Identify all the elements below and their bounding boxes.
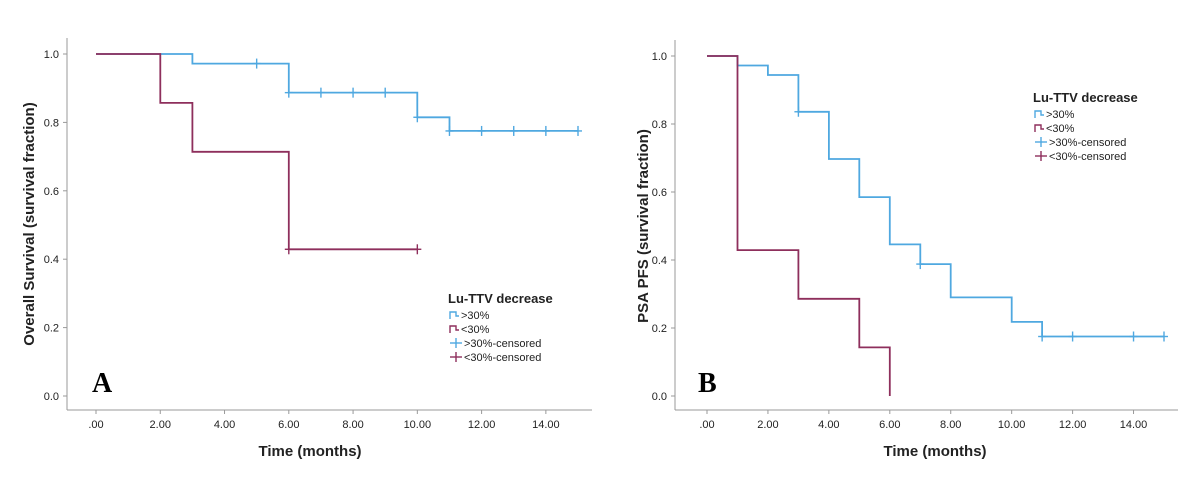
y-tick-label: 0.4	[44, 254, 59, 266]
legend-step-icon	[449, 311, 459, 319]
series-line	[96, 53, 578, 132]
censored-mark	[574, 125, 582, 136]
censored-mark	[413, 244, 422, 255]
legend-step-icon	[1034, 110, 1044, 118]
x-tick-label: 4.00	[214, 419, 235, 431]
y-tick-label: 0.8	[652, 119, 667, 131]
y-tick-label: 0.0	[652, 391, 667, 403]
x-axis-title: Time (months)	[883, 443, 986, 460]
y-tick-label: 0.0	[44, 391, 59, 403]
series-line	[707, 55, 1164, 338]
x-tick-label: 12.00	[468, 419, 496, 431]
legend-item: <30%-censored	[450, 352, 541, 364]
legend-item-label: <30%	[461, 324, 490, 336]
censored-mark	[445, 125, 454, 136]
legend-item: >30%-censored	[450, 338, 541, 350]
x-tick-label: 12.00	[1059, 419, 1087, 431]
legend-item: >30%-censored	[1035, 137, 1126, 149]
legend-item: <30%	[449, 324, 490, 336]
legend-title: Lu-TTV decrease	[448, 291, 553, 306]
legend-item: <30%-censored	[1035, 151, 1126, 163]
censored-mark	[252, 58, 261, 69]
censored-mark	[477, 125, 486, 136]
legend-item-label: <30%	[1046, 123, 1075, 135]
legend-item: >30%	[1034, 109, 1075, 121]
censored-mark	[349, 87, 358, 98]
chart-panel-b: .00 2.00 4.00 6.00 8.00 10.00 12.00 14.00 0.0 0.…	[635, 40, 1178, 460]
censored-mark	[284, 87, 293, 98]
chart-panel-a: .00 2.00 4.00 6.00 8.00 10.00 12.00 14.00 0.0 0.…	[21, 38, 592, 460]
x-tick-label: 8.00	[342, 419, 363, 431]
x-tick-label: 6.00	[278, 419, 299, 431]
censored-mark	[413, 112, 422, 123]
legend-item-label: >30%	[1046, 109, 1075, 121]
series-line	[707, 55, 891, 396]
y-axis-title: PSA PFS (survival fraction)	[635, 129, 652, 323]
censored-mark	[509, 125, 518, 136]
legend: Lu-TTV decrease >30% <30% >30%-censored <30…	[448, 291, 553, 364]
y-axis-title: Overall Survival (survival fraction)	[21, 102, 38, 345]
x-tick-label: .00	[699, 419, 714, 431]
legend-item-label: >30%-censored	[1049, 137, 1126, 149]
legend-item-label: >30%	[461, 310, 490, 322]
legend-item-label: <30%-censored	[1049, 151, 1126, 163]
censored-mark	[1160, 331, 1168, 342]
censored-mark	[916, 259, 925, 270]
y-tick-label: 0.2	[652, 323, 667, 335]
y-tick-label: 1.0	[652, 51, 667, 63]
legend-step-icon	[1034, 124, 1044, 132]
censored-mark	[794, 106, 803, 117]
panel-label: A	[92, 368, 113, 399]
censored-mark	[381, 87, 390, 98]
x-axis-title: Time (months)	[258, 443, 361, 460]
censored-mark	[1068, 331, 1077, 342]
censored-mark	[316, 87, 325, 98]
censored-mark	[284, 244, 293, 255]
x-tick-label: 8.00	[940, 419, 961, 431]
censored-mark	[1038, 331, 1047, 342]
panel-label: B	[698, 368, 717, 399]
legend: Lu-TTV decrease >30% <30% >30%-censored <30…	[1033, 90, 1138, 163]
legend-item: <30%	[1034, 123, 1075, 135]
series-line	[96, 53, 418, 251]
x-tick-label: 14.00	[1120, 419, 1148, 431]
censored-mark	[541, 125, 550, 136]
x-tick-label: 14.00	[532, 419, 560, 431]
x-tick-label: 2.00	[150, 419, 171, 431]
y-tick-label: 0.6	[652, 187, 667, 199]
x-tick-label: 4.00	[818, 419, 839, 431]
x-tick-label: .00	[88, 419, 103, 431]
y-tick-label: 0.2	[44, 323, 59, 335]
y-tick-label: 0.6	[44, 186, 59, 198]
legend-title: Lu-TTV decrease	[1033, 90, 1138, 105]
legend-item: >30%	[449, 310, 490, 322]
censored-mark	[1129, 331, 1138, 342]
legend-item-label: <30%-censored	[464, 352, 541, 364]
legend-step-icon	[449, 325, 459, 333]
x-tick-label: 10.00	[404, 419, 432, 431]
legend-item-label: >30%-censored	[464, 338, 541, 350]
x-tick-label: 6.00	[879, 419, 900, 431]
y-tick-label: 1.0	[44, 49, 59, 61]
x-tick-label: 2.00	[757, 419, 778, 431]
y-tick-label: 0.8	[44, 117, 59, 129]
x-tick-label: 10.00	[998, 419, 1026, 431]
y-tick-label: 0.4	[652, 255, 667, 267]
